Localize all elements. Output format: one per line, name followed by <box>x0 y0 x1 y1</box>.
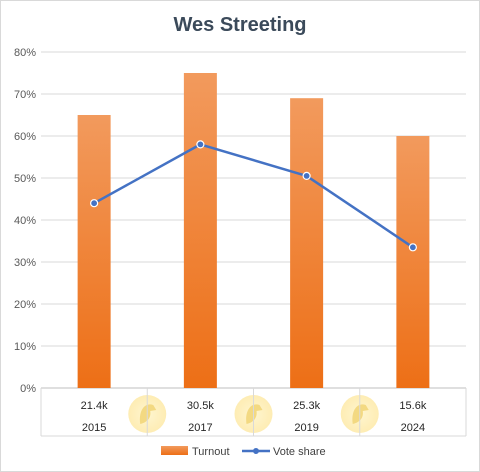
logo-bird-icon <box>352 404 369 424</box>
y-tick-label: 40% <box>14 215 36 227</box>
y-tick-label: 0% <box>20 383 36 395</box>
legend: Turnout Vote share <box>161 446 326 458</box>
y-tick-label: 80% <box>14 47 36 59</box>
legend-marker-vote-share <box>253 448 259 454</box>
turnout-bar <box>183 73 217 388</box>
chart-title: Wes Streeting <box>174 14 307 36</box>
y-axis-ticks: 0% 10% 20% 30% 40% 50% 60% 70% 80% <box>14 47 36 395</box>
category-year-label: 2019 <box>294 422 318 434</box>
logo-bird-icon <box>139 404 157 424</box>
turnout-bar <box>290 98 324 388</box>
bars <box>77 73 430 388</box>
logo-bird-icon <box>246 404 263 424</box>
legend-label-turnout: Turnout <box>192 446 230 458</box>
vote-share-line <box>90 140 417 252</box>
vote-share-point <box>302 171 311 180</box>
y-tick-label: 30% <box>14 257 36 269</box>
vote-share-series-line <box>93 143 414 249</box>
legend-swatch-turnout <box>161 446 188 455</box>
y-tick-label: 60% <box>14 131 36 143</box>
category-year-label: 2024 <box>401 422 425 434</box>
gridlines <box>41 51 466 389</box>
category-year-label: 2017 <box>188 422 212 434</box>
category-value-label: 30.5k <box>187 400 214 412</box>
vote-share-point <box>408 243 417 252</box>
vote-share-point <box>196 140 205 149</box>
category-year-label: 2015 <box>82 422 106 434</box>
vote-share-point <box>90 199 99 208</box>
turnout-bar <box>77 115 111 388</box>
y-tick-label: 10% <box>14 341 36 353</box>
y-tick-label: 70% <box>14 89 36 101</box>
category-value-label: 15.6k <box>399 400 426 412</box>
category-value-label: 25.3k <box>293 400 320 412</box>
y-tick-label: 50% <box>14 173 36 185</box>
legend-label-vote-share: Vote share <box>273 446 326 458</box>
turnout-bar <box>396 136 430 388</box>
category-value-label: 21.4k <box>81 400 108 412</box>
category-table: 21.4k 2015 30.5k 2017 25.3k 2019 15.6k 2024 <box>40 388 467 437</box>
y-tick-label: 20% <box>14 299 36 311</box>
